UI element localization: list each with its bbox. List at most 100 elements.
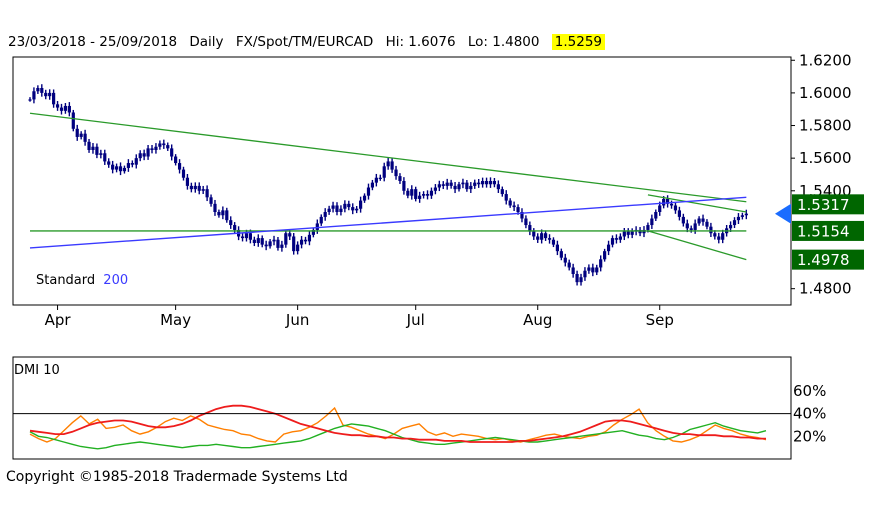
candle-body <box>280 244 284 248</box>
candle-body <box>67 105 71 113</box>
candle-body <box>118 166 123 172</box>
candle-body <box>728 225 733 229</box>
y-tick-label: 1.4800 <box>799 280 852 298</box>
symbol: FX/Spot/TM/EURCAD <box>235 34 374 50</box>
candle-body <box>355 208 359 211</box>
candle-body <box>453 185 457 190</box>
candle-body <box>189 185 193 190</box>
candle-body <box>158 143 162 147</box>
candle-body <box>28 99 32 101</box>
candle-body <box>150 148 154 150</box>
candle-body <box>681 216 685 224</box>
candle-body <box>445 182 449 186</box>
candle-body <box>63 105 68 111</box>
candle-body <box>618 236 622 240</box>
x-tick-label: Aug <box>523 311 552 329</box>
legend-prefix: Standard <box>36 273 95 288</box>
candle-body <box>244 233 249 239</box>
low-value: Lo: 1.4800 <box>467 34 540 50</box>
candle-body <box>351 207 355 211</box>
candle-body <box>449 182 453 186</box>
last-price-badge: 1.5259 <box>551 34 606 50</box>
candle-body <box>378 177 382 179</box>
candle-body <box>252 239 256 243</box>
candle-body <box>221 210 225 216</box>
candle-body <box>547 238 552 240</box>
candle-body <box>197 185 201 191</box>
candle-body <box>705 221 709 227</box>
candle-body <box>272 239 276 242</box>
x-tick-label: Apr <box>45 311 72 329</box>
candle-body <box>488 181 493 185</box>
candle-body <box>296 244 300 252</box>
candle-body <box>193 185 197 190</box>
candle-body <box>233 225 237 230</box>
candle-body <box>323 212 327 217</box>
x-tick-label: Jun <box>285 311 309 329</box>
candle-body <box>107 161 111 165</box>
candle-body <box>240 236 245 239</box>
x-tick-label: Jul <box>406 311 425 329</box>
dmi-title: DMI 10 <box>14 363 60 378</box>
candle-body <box>595 267 599 273</box>
candle-body <box>362 195 367 201</box>
candle-body <box>508 200 512 206</box>
candle-body <box>481 181 485 185</box>
candle-body <box>48 92 52 97</box>
candle-body <box>701 218 705 222</box>
candle-body <box>469 185 473 190</box>
price-label-text: 1.5154 <box>797 222 850 240</box>
candle-body <box>744 213 748 216</box>
candle-body <box>575 274 579 283</box>
candle-body <box>170 148 174 157</box>
candle-body <box>138 153 142 159</box>
candle-body <box>425 194 430 196</box>
candle-body <box>79 133 83 137</box>
candle-body <box>370 182 375 188</box>
dmi-y-tick-label: 60% <box>793 382 826 400</box>
price-label-box <box>792 249 864 270</box>
y-tick-label: 1.6000 <box>799 84 852 102</box>
candle-body <box>457 184 461 190</box>
trendline-channel-bottom <box>647 230 747 261</box>
candle-body <box>410 189 414 196</box>
candle-body <box>268 241 272 247</box>
candle-body <box>414 189 418 199</box>
candle-body <box>563 257 567 263</box>
candle-body <box>516 207 520 212</box>
candle-body <box>551 239 556 245</box>
candle-body <box>55 104 60 108</box>
candle-body <box>666 198 670 204</box>
candle-body <box>610 238 615 245</box>
candle-body <box>130 163 134 165</box>
candle-body <box>520 212 524 219</box>
candle-body <box>654 212 658 219</box>
candle-body <box>606 244 611 252</box>
candle-body <box>201 189 205 191</box>
candle-body <box>225 210 229 221</box>
candle-body <box>335 205 339 212</box>
copyright-text: Copyright ©1985-2018 Tradermade Systems … <box>6 469 348 485</box>
candle-body <box>209 197 213 204</box>
candle-body <box>71 112 75 129</box>
candle-body <box>543 233 548 239</box>
candle-body <box>717 236 721 240</box>
candle-body <box>114 166 119 170</box>
candle-body <box>374 177 378 183</box>
candle-body <box>264 244 268 247</box>
candle-body <box>689 228 693 230</box>
candle-body <box>599 259 603 268</box>
candle-body <box>166 145 170 149</box>
candle-body <box>532 231 536 237</box>
candle-body <box>473 182 477 186</box>
candle-body <box>177 163 182 170</box>
candle-body <box>299 239 304 245</box>
candle-body <box>134 158 138 165</box>
main-plot-frame <box>12 56 792 306</box>
candle-body <box>721 233 725 240</box>
candle-body <box>394 169 398 177</box>
candle-body <box>500 189 504 195</box>
candle-body <box>398 176 402 181</box>
candle-body <box>402 181 406 191</box>
